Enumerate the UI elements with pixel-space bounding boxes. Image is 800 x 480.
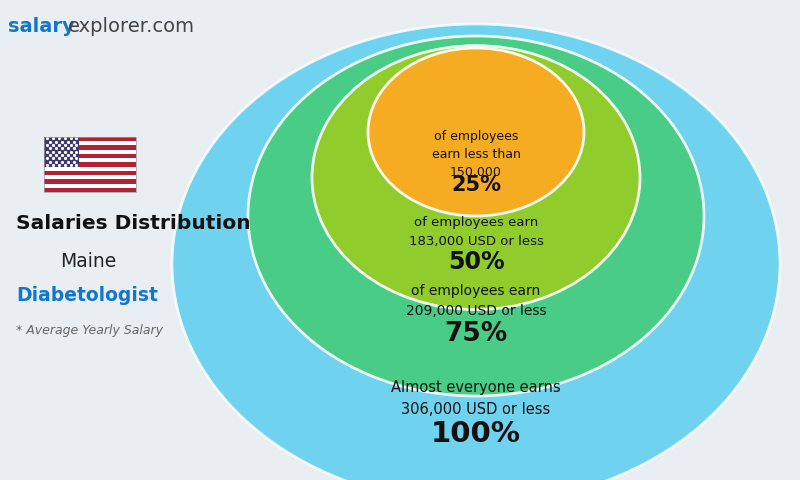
Ellipse shape [368, 48, 584, 216]
Bar [44, 145, 136, 150]
Text: 75%: 75% [444, 321, 508, 347]
Text: Diabetologist: Diabetologist [16, 286, 158, 305]
Text: 50%: 50% [448, 250, 504, 274]
Text: 25%: 25% [451, 175, 501, 195]
Ellipse shape [248, 36, 704, 396]
Bar [44, 158, 136, 162]
Bar [44, 137, 79, 167]
Bar [44, 162, 136, 167]
Text: explorer.com: explorer.com [68, 17, 195, 36]
Bar [44, 171, 136, 175]
Bar [44, 183, 136, 188]
Bar [44, 188, 136, 192]
Text: * Average Yearly Salary: * Average Yearly Salary [16, 324, 163, 337]
Text: Salaries Distribution: Salaries Distribution [16, 214, 250, 233]
Text: Maine: Maine [60, 252, 116, 271]
Text: of employees
earn less than
150,000: of employees earn less than 150,000 [431, 130, 521, 179]
Bar [44, 150, 136, 154]
Bar [44, 179, 136, 183]
Ellipse shape [312, 46, 640, 310]
Text: Almost everyone earns
306,000 USD or less: Almost everyone earns 306,000 USD or les… [391, 380, 561, 417]
Text: 100%: 100% [431, 420, 521, 448]
Ellipse shape [172, 24, 780, 480]
Text: salary: salary [8, 17, 74, 36]
Bar [44, 175, 136, 179]
Bar [44, 154, 136, 158]
Bar [44, 137, 136, 141]
Text: of employees earn
209,000 USD or less: of employees earn 209,000 USD or less [406, 284, 546, 318]
Bar [44, 167, 136, 171]
Text: of employees earn
183,000 USD or less: of employees earn 183,000 USD or less [409, 216, 543, 248]
Bar [44, 137, 136, 192]
Bar [44, 141, 136, 145]
